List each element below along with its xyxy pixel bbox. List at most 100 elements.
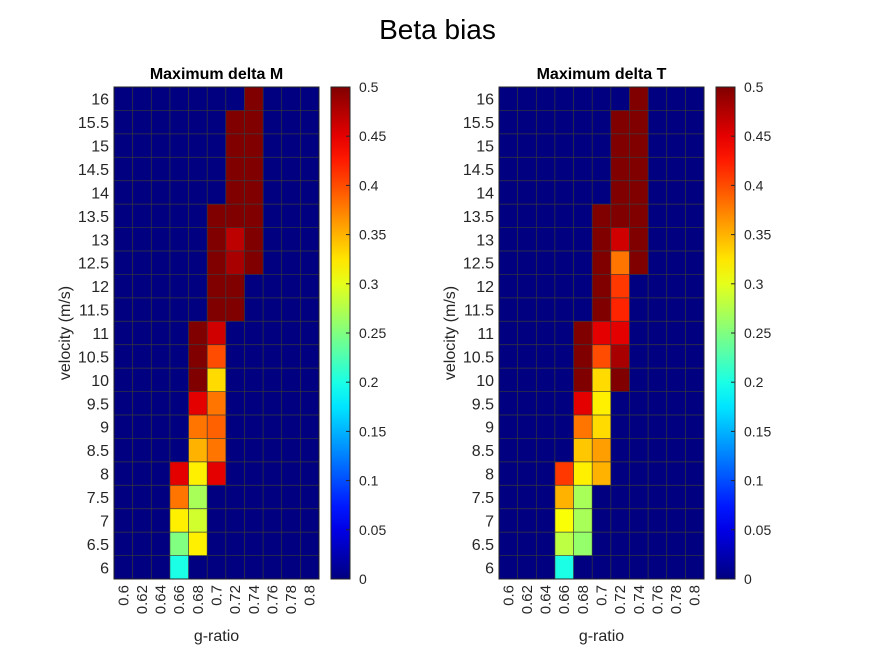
heatmap-cell — [281, 180, 301, 205]
heatmap-cell — [517, 110, 537, 134]
heatmap-cell — [517, 438, 537, 462]
heatmap-cell — [685, 157, 704, 181]
heatmap-cell — [207, 274, 226, 298]
heatmap-cell — [499, 180, 518, 205]
x-tick-label: 0.66 — [171, 585, 188, 614]
heatmap-cell — [517, 204, 537, 228]
heatmap-cell — [592, 461, 611, 486]
heatmap-cell — [610, 180, 630, 205]
heatmap-cell — [300, 227, 319, 251]
heatmap-cell — [573, 227, 593, 251]
y-tick-label: 14 — [91, 185, 109, 202]
heatmap-cell — [536, 415, 555, 439]
heatmap-cell — [225, 321, 245, 345]
heatmap-cell — [132, 110, 152, 134]
heatmap-cell — [517, 321, 537, 345]
y-tick-label: 11.5 — [464, 303, 494, 320]
heatmap-cell — [592, 532, 611, 556]
heatmap-cell — [132, 438, 152, 462]
heatmap-cell — [188, 133, 208, 158]
heatmap-cell — [169, 274, 189, 298]
heatmap-cell — [499, 532, 518, 556]
heatmap-cell — [610, 415, 630, 439]
heatmap-cell — [281, 532, 301, 556]
heatmap-cell — [281, 133, 301, 158]
heatmap-cell — [554, 485, 574, 509]
heatmap-cell — [648, 204, 667, 228]
heatmap-cell — [517, 532, 537, 556]
heatmap-cell — [554, 555, 574, 579]
heatmap-cell — [300, 344, 319, 369]
heatmap-cell — [499, 227, 518, 251]
heatmap-cell — [536, 133, 555, 158]
heatmap-cell — [207, 321, 226, 345]
heatmap-cell — [610, 532, 630, 556]
y-tick-label: 8 — [100, 467, 109, 484]
y-tick-label: 15.5 — [78, 115, 109, 132]
heatmap-cell — [666, 368, 686, 392]
heatmap-cell — [114, 297, 133, 322]
heatmap-cell — [263, 157, 282, 181]
heatmap-cell — [244, 415, 264, 439]
heatmap-cell — [536, 344, 555, 369]
heatmap-cell — [499, 508, 518, 533]
heatmap-cell — [629, 368, 649, 392]
heatmap-cell — [666, 133, 686, 158]
heatmap-cell — [263, 204, 282, 228]
heatmap-cell — [151, 133, 170, 158]
heatmap-cell — [114, 508, 133, 533]
heatmap-cell — [244, 344, 264, 369]
heatmap-cell — [610, 438, 630, 462]
heatmap-cell — [132, 321, 152, 345]
heatmap-panel-2: Maximum delta T 6 6.5 7 7.5 8 8.5 9 9.5 10 10.5 11 1… — [442, 66, 771, 645]
colorbar-tick-label: 0.5 — [359, 79, 379, 95]
y-tick-label: 8 — [485, 467, 494, 484]
colorbar-tick-label: 0.25 — [359, 325, 386, 341]
chart-title: Maximum delta T — [537, 66, 667, 83]
heatmap-cell — [554, 438, 574, 462]
heatmap-cell — [188, 391, 208, 415]
heatmap-cell — [554, 368, 574, 392]
heatmap-cell — [244, 204, 264, 228]
y-tick-label: 13.5 — [463, 209, 494, 226]
heatmap-cell — [666, 204, 686, 228]
heatmap-cell — [573, 110, 593, 134]
heatmap-cell — [244, 532, 264, 556]
heatmap-cell — [244, 368, 264, 392]
heatmap-cell — [263, 532, 282, 556]
heatmap-cell — [554, 297, 574, 322]
heatmap-cell — [225, 110, 245, 134]
heatmap-cell — [666, 508, 686, 533]
heatmap-cell — [499, 297, 518, 322]
heatmap-cell — [281, 321, 301, 345]
heatmap-cell — [132, 251, 152, 275]
heatmap-cell — [300, 133, 319, 158]
heatmap-cell — [610, 133, 630, 158]
heatmap-cell — [263, 251, 282, 275]
heatmap-cell — [169, 204, 189, 228]
heatmap-cell — [592, 391, 611, 415]
heatmap-cell — [499, 461, 518, 486]
heatmap-cell — [592, 251, 611, 275]
colorbar-tick-label: 0.1 — [359, 473, 379, 489]
heatmap-panel-1: Maximum delta M 6 6.5 7 7.5 8 8.5 9 9.5 10 10.5 11 1… — [57, 66, 386, 645]
heatmap-cell — [554, 133, 574, 158]
x-tick-label: 0.72 — [612, 585, 629, 614]
heatmap-cell — [188, 438, 208, 462]
heatmap-cell — [244, 110, 264, 134]
heatmap-cell — [499, 415, 518, 439]
heatmap-cell — [225, 227, 245, 251]
heatmap-cell — [610, 274, 630, 298]
heatmap-cell — [114, 110, 133, 134]
heatmap-cell — [648, 87, 667, 111]
heatmap-cell — [244, 180, 264, 205]
heatmap-cell — [300, 321, 319, 345]
heatmap-cell — [281, 508, 301, 533]
heatmap-cell — [169, 368, 189, 392]
heatmap-cell — [629, 227, 649, 251]
heatmap-cell — [610, 227, 630, 251]
heatmap-cell — [225, 368, 245, 392]
y-tick-label: 10 — [91, 373, 109, 390]
heatmap-cell — [629, 461, 649, 486]
